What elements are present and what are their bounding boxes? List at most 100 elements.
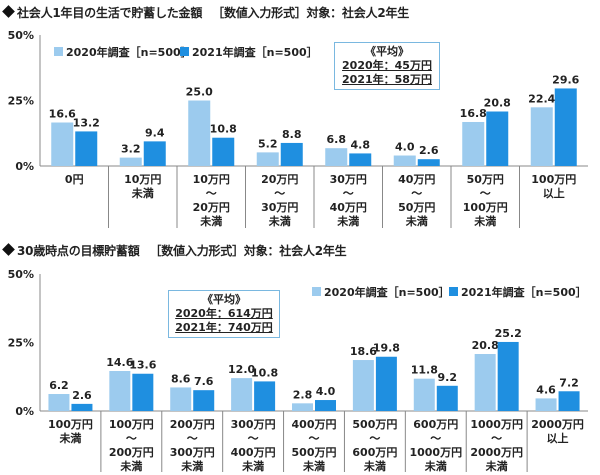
bar-2021 [349, 153, 372, 166]
category-label: ～ [491, 432, 502, 445]
category-label: ～ [309, 432, 320, 445]
category-label: 500万円 [352, 418, 397, 431]
bar-2020 [256, 152, 279, 166]
data-label: 2.8 [293, 388, 313, 401]
data-label: 22.4 [528, 92, 555, 105]
bar-2021 [554, 88, 577, 166]
category-label: 未満 [473, 214, 496, 228]
bar-2021 [75, 131, 98, 166]
bar-2021 [417, 159, 440, 166]
bar-2021 [375, 356, 397, 411]
data-label: 9.2 [438, 371, 458, 384]
y-tick-label: 25% [8, 95, 34, 108]
data-label: 8.6 [171, 372, 191, 385]
category-label: ～ [369, 432, 380, 445]
category-label: 未満 [363, 459, 386, 473]
data-label: 7.2 [559, 376, 579, 389]
average-2021: 2021年：58万円 [342, 73, 432, 86]
category-label: 未満 [199, 214, 222, 228]
category-label: 100万円 [109, 418, 154, 431]
category-label: 50万円 [398, 201, 435, 214]
data-label: 3.2 [121, 143, 141, 156]
input-format-label: ［数値入力形式］ [212, 6, 307, 20]
category-label: ～ [126, 432, 137, 445]
category-label: 以上 [543, 186, 565, 200]
bar-2020 [462, 121, 485, 166]
category-label: 未満 [485, 459, 508, 473]
legend-swatch-2020 [54, 47, 63, 56]
legend-label: 2021年調査［n=500］ [461, 285, 587, 299]
data-label: 29.6 [552, 73, 579, 86]
bar-2020 [51, 122, 74, 166]
data-label: 20.8 [484, 97, 511, 110]
category-label: 2000万円 [531, 418, 584, 431]
legend-label: 2021年調査［n=500］ [192, 45, 318, 59]
bar-2021 [280, 142, 303, 166]
category-label: 30万円 [330, 173, 367, 186]
legend-swatch-2021 [449, 287, 458, 296]
data-label: 18.6 [350, 345, 377, 358]
data-label: 16.6 [49, 108, 76, 121]
category-label: 未満 [241, 459, 264, 473]
data-label: 11.8 [411, 364, 438, 377]
data-label: 2.6 [419, 144, 439, 157]
chart-title: 30歳時点の目標貯蓄額 ［数値入力形式］対象：社会人2年生 [2, 242, 347, 259]
category-label: 200万円 [109, 446, 154, 459]
average-box: 《平均》 2020年：614万円 2021年：740万円 [168, 290, 280, 338]
input-format-label: ［数値入力形式］ [149, 244, 245, 258]
bar-2020 [535, 398, 557, 411]
data-label: 4.6 [536, 383, 556, 396]
data-label: 4.0 [395, 141, 415, 154]
category-label: 40万円 [330, 201, 367, 214]
category-label: 600万円 [352, 446, 397, 459]
bar-2020 [188, 100, 211, 166]
category-label: 300万円 [170, 446, 215, 459]
chart-title-text: 社会人1年目の生活で貯蓄した金額 [17, 6, 203, 20]
category-label: 100万円 [48, 418, 93, 431]
bar-2021 [143, 141, 166, 166]
chart-title-text: 30歳時点の目標貯蓄額 [17, 244, 140, 258]
chart-title: 社会人1年目の生活で貯蓄した金額 ［数値入力形式］対象：社会人2年生 [2, 4, 409, 21]
data-label: 13.6 [129, 359, 156, 372]
chart-panel-savings-first-year: 社会人1年目の生活で貯蓄した金額 ［数値入力形式］対象：社会人2年生 50% 25… [2, 4, 588, 228]
category-label: 10万円 [193, 173, 230, 186]
bar-2020 [119, 157, 142, 166]
data-label: 8.8 [282, 128, 302, 141]
bar-2021 [254, 381, 276, 411]
category-label: 200万円 [170, 418, 215, 431]
legend-label: 2020年調査［n=500］ [324, 285, 450, 299]
category-label: 300万円 [231, 418, 276, 431]
bar-2020 [170, 387, 192, 411]
category-label: ～ [480, 187, 491, 200]
data-label: 9.4 [145, 126, 165, 139]
data-label: 10.8 [251, 366, 278, 379]
category-label: 400万円 [231, 446, 276, 459]
category-label: 未満 [405, 214, 428, 228]
category-label: 未満 [131, 186, 154, 200]
legend-swatch-2021 [180, 47, 189, 56]
data-label: 7.6 [194, 375, 214, 388]
category-label: 未満 [58, 431, 81, 445]
data-label: 2.6 [72, 389, 92, 402]
data-label: 19.8 [373, 342, 400, 355]
bar-2021 [71, 403, 93, 411]
bar-2021 [132, 373, 154, 411]
category-label: ～ [206, 187, 217, 200]
bar-2020 [474, 354, 496, 411]
data-label: 4.8 [351, 138, 371, 151]
chart-panel-target-savings-age-30: 30歳時点の目標貯蓄額 ［数値入力形式］対象：社会人2年生 50% 25% 0% 6.… [0, 238, 600, 475]
data-label: 25.2 [495, 327, 522, 340]
bar-2021 [212, 137, 235, 166]
category-label: ～ [343, 187, 354, 200]
legend-swatch-2020 [312, 287, 321, 296]
category-label: 0円 [65, 173, 84, 186]
data-label: 10.8 [210, 123, 237, 136]
bar-2020 [231, 378, 253, 411]
bar-2021 [193, 390, 215, 411]
bar-2020 [109, 370, 131, 411]
category-label: 未満 [424, 459, 447, 473]
data-label: 6.8 [327, 133, 347, 146]
category-label: ～ [411, 187, 422, 200]
bar-2020 [413, 378, 435, 411]
